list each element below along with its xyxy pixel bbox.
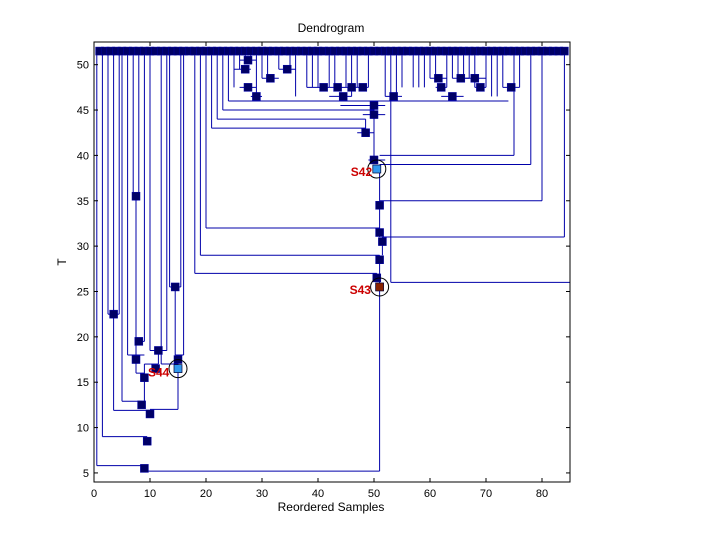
cluster-node bbox=[361, 128, 370, 137]
y-axis-title: T bbox=[55, 258, 69, 266]
cluster-node bbox=[369, 110, 379, 119]
cluster-node bbox=[470, 74, 480, 83]
highlighted-node-s42 bbox=[372, 164, 382, 174]
y-tick-label: 15 bbox=[77, 377, 89, 389]
cluster-node bbox=[375, 255, 384, 264]
x-tick-label: 70 bbox=[480, 488, 492, 500]
y-tick-label: 5 bbox=[83, 468, 89, 480]
leaf-marker bbox=[560, 46, 569, 56]
x-axis: 0 10 20 30 40 50 60 70 80 bbox=[91, 42, 548, 500]
cluster-node bbox=[333, 83, 342, 92]
cluster-node bbox=[134, 337, 144, 346]
leaf-markers bbox=[95, 46, 569, 56]
cluster-node bbox=[375, 228, 384, 237]
cluster-node bbox=[506, 83, 516, 92]
x-tick-label: 80 bbox=[536, 488, 548, 500]
cluster-node bbox=[140, 373, 149, 382]
cluster-node bbox=[243, 55, 253, 65]
cluster-node bbox=[240, 64, 250, 74]
highlighted-nodes: S42 S43 S44 bbox=[148, 159, 390, 380]
cluster-node bbox=[109, 309, 118, 319]
cluster-node bbox=[145, 409, 155, 419]
cluster-node bbox=[456, 74, 466, 83]
cluster-node bbox=[170, 282, 180, 292]
cluster-node bbox=[151, 364, 160, 373]
y-tick-label: 45 bbox=[77, 105, 89, 117]
cluster-node bbox=[140, 464, 149, 473]
cluster-node bbox=[319, 83, 328, 92]
cluster-node bbox=[243, 83, 253, 92]
highlight-circle bbox=[367, 159, 387, 179]
annotation-s43: S43 bbox=[350, 283, 372, 297]
highlighted-node-s43 bbox=[375, 282, 384, 292]
cluster-node bbox=[142, 436, 152, 446]
y-tick-label: 30 bbox=[77, 241, 89, 253]
y-tick-label: 35 bbox=[77, 196, 89, 208]
cluster-node bbox=[369, 101, 379, 110]
axes-frame bbox=[93, 41, 571, 483]
plot-background bbox=[94, 42, 570, 482]
cluster-node bbox=[137, 400, 146, 410]
cluster-node bbox=[338, 92, 348, 101]
y-tick-label: 40 bbox=[77, 150, 89, 162]
x-tick-label: 20 bbox=[200, 488, 212, 500]
x-tick-label: 10 bbox=[144, 488, 156, 500]
cluster-node bbox=[154, 346, 163, 355]
y-axis: 5 10 15 20 25 30 35 40 45 50 bbox=[77, 60, 570, 480]
x-tick-label: 30 bbox=[256, 488, 268, 500]
cluster-node bbox=[131, 191, 141, 201]
cluster-node bbox=[389, 92, 398, 101]
x-tick-label: 0 bbox=[91, 488, 97, 500]
x-axis-title: Reordered Samples bbox=[278, 500, 385, 514]
cluster-node bbox=[347, 83, 356, 92]
cluster-node bbox=[266, 74, 275, 83]
cluster-node bbox=[282, 64, 292, 74]
y-tick-label: 10 bbox=[77, 423, 89, 435]
cluster-node bbox=[448, 92, 457, 101]
highlight-circle bbox=[168, 359, 188, 379]
cluster-node bbox=[252, 92, 261, 101]
y-tick-label: 20 bbox=[77, 332, 89, 344]
y-tick-label: 25 bbox=[77, 286, 89, 298]
x-tick-label: 40 bbox=[312, 488, 324, 500]
cluster-node bbox=[436, 83, 446, 92]
plot-area: S42 S43 S44 bbox=[93, 41, 571, 483]
cluster-node bbox=[476, 83, 485, 92]
x-tick-label: 60 bbox=[424, 488, 436, 500]
cluster-node bbox=[358, 83, 368, 92]
highlight-circle bbox=[370, 277, 390, 297]
cluster-node bbox=[378, 237, 387, 246]
annotation-s42: S42 bbox=[351, 165, 373, 179]
highlighted-node-s44 bbox=[173, 364, 183, 373]
cluster-node bbox=[375, 201, 384, 210]
chart-title: Dendrogram bbox=[298, 21, 365, 35]
x-tick-label: 50 bbox=[368, 488, 380, 500]
cluster-node bbox=[434, 74, 443, 83]
cluster-node bbox=[131, 355, 141, 364]
annotation-s44: S44 bbox=[148, 366, 170, 380]
y-tick-label: 50 bbox=[77, 60, 89, 72]
